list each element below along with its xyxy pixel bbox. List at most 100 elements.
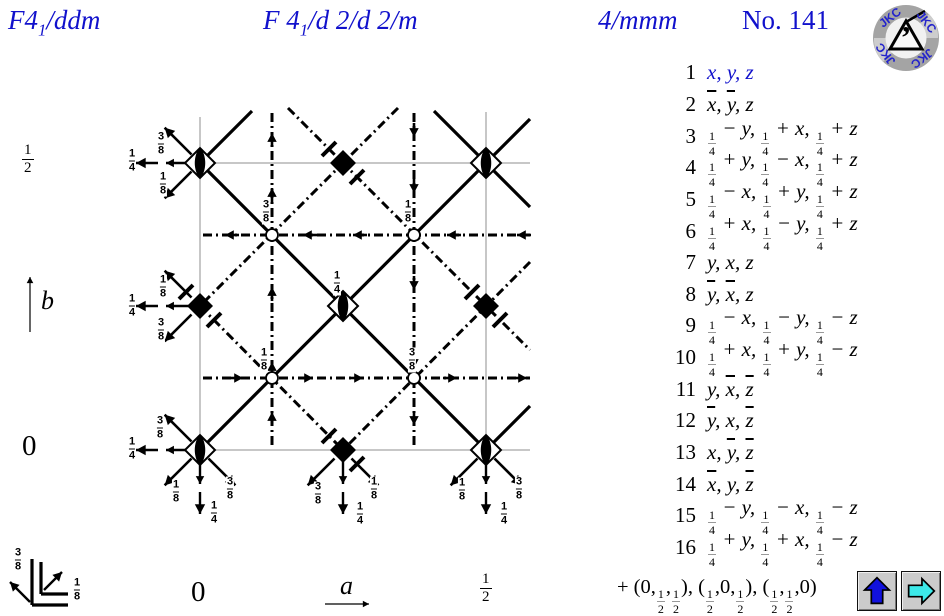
inversion-centre <box>265 371 279 385</box>
inversion-centre <box>407 371 421 385</box>
position-number: 10 <box>675 345 696 370</box>
position-coordinates: y, x, z <box>707 408 754 433</box>
glide-arrow <box>225 230 234 240</box>
position-coordinates: y, x, z <box>707 281 754 306</box>
twofold-axis-arrow <box>480 504 492 514</box>
twofold-axis-arrow <box>164 414 176 426</box>
legend-arrow <box>10 582 20 592</box>
right-arrow-icon <box>907 576 936 606</box>
twofold-axis-arrow <box>166 301 174 311</box>
axis-vector-arrow <box>362 600 369 608</box>
glide-arrow <box>409 281 419 290</box>
twofold-axis-arrow <box>164 187 176 199</box>
mirror-line <box>432 109 488 165</box>
twofold-axis-arrow <box>164 330 176 342</box>
position-number: 3 <box>685 123 697 148</box>
position-number: 2 <box>685 91 697 116</box>
twofold-axis-arrow <box>166 445 174 455</box>
glide-arrow <box>409 128 419 137</box>
twofold-axis-arrow <box>136 444 146 456</box>
twofold-axis-arrow <box>136 157 146 169</box>
mirror-line <box>198 109 254 165</box>
fourtwo-tail <box>320 140 338 158</box>
position-number: 1 <box>685 60 697 85</box>
fourtwo-screw-symbol <box>330 437 356 463</box>
centering-translations: + (0, 1 2, 1 2), (1 2,0, 1 2), (1 2, 1 2,0) <box>617 576 817 616</box>
position-row: 7 y, x, z <box>630 247 890 279</box>
position-number: 16 <box>675 534 696 559</box>
position-row: 12 y, x, z <box>630 405 890 437</box>
position-coordinates: y, x, z <box>707 250 754 275</box>
glide-arrow <box>267 287 277 296</box>
glide-arrow <box>267 412 277 421</box>
position-coordinates: x, y, z <box>707 471 754 496</box>
svg-text:’: ’ <box>901 19 912 55</box>
fourtwo-screw-symbol <box>473 293 499 319</box>
glide-arrow <box>303 230 312 240</box>
twofold-axis-arrow <box>195 476 205 484</box>
jkc-monogram-icon[interactable]: ’ JKC JKC JKC JKC <box>872 4 940 72</box>
right-arrow-button[interactable] <box>901 571 941 611</box>
twofold-axis-arrow <box>337 504 349 514</box>
space-group-symbol-short: F41/ddm <box>8 5 101 40</box>
glide-arrow <box>267 133 277 142</box>
twofold-lens <box>194 434 206 466</box>
glide-arrow <box>267 362 277 371</box>
inversion-centre <box>407 228 421 242</box>
glide-arrow <box>304 373 313 383</box>
fourtwo-screw-symbol <box>330 150 356 176</box>
position-number: 4 <box>685 155 697 180</box>
twofold-axis-arrow <box>481 476 491 484</box>
glide-arrow <box>354 373 363 383</box>
twofold-axis-arrow <box>164 270 176 282</box>
glide-arrow <box>447 230 456 240</box>
up-arrow-button[interactable] <box>857 571 897 611</box>
position-coordinates: x, y, z <box>707 440 754 464</box>
glide-arrow <box>409 416 419 425</box>
fourtwo-tail <box>205 311 223 329</box>
position-number: 9 <box>685 313 697 338</box>
twofold-lens <box>337 290 349 322</box>
legend-arrow <box>52 572 62 582</box>
glide-arrow <box>518 373 527 383</box>
fourtwo-tail <box>177 283 195 301</box>
point-group-label: 4/mmm <box>598 5 678 35</box>
position-number: 14 <box>675 471 696 496</box>
position-row: 13 x, y, z <box>630 437 890 469</box>
glide-arrow <box>517 230 526 240</box>
axis-label-zero-bottom: 0 <box>191 576 206 608</box>
position-number: 8 <box>685 281 697 306</box>
up-arrow-icon <box>862 576 892 605</box>
logo-triangle <box>887 17 925 51</box>
twofold-lens <box>480 434 492 466</box>
twofold-axis-arrow <box>338 476 348 484</box>
position-coordinates: x, y, z <box>707 60 754 85</box>
twofold-axis-arrow <box>164 127 176 139</box>
space-group-number: No. 141 <box>742 5 829 35</box>
glide-arrow <box>234 373 243 383</box>
